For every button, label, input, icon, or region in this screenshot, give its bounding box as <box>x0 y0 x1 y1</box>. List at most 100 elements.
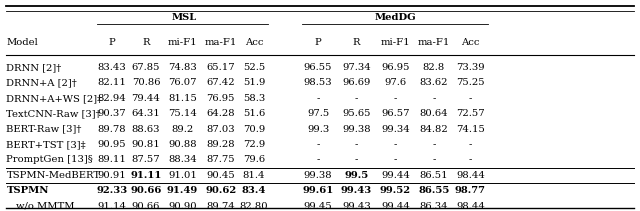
Text: BERT+TST [3]‡: BERT+TST [3]‡ <box>6 140 86 149</box>
Text: TSPMN: TSPMN <box>6 186 49 195</box>
Text: 67.42: 67.42 <box>207 78 235 87</box>
Text: 81.4: 81.4 <box>243 171 266 180</box>
Text: 98.44: 98.44 <box>456 171 485 180</box>
Text: 88.63: 88.63 <box>132 125 160 134</box>
Text: Acc: Acc <box>245 38 263 47</box>
Text: 76.95: 76.95 <box>207 94 235 103</box>
Text: -: - <box>355 156 358 164</box>
Text: TSPMN-MedBERT: TSPMN-MedBERT <box>6 171 100 180</box>
Text: -: - <box>355 94 358 103</box>
Text: 89.28: 89.28 <box>207 140 235 149</box>
Text: -: - <box>468 156 472 164</box>
Text: 97.6: 97.6 <box>385 78 406 87</box>
Text: 92.33: 92.33 <box>97 186 127 195</box>
Text: 99.43: 99.43 <box>342 202 371 211</box>
Text: 74.15: 74.15 <box>456 125 485 134</box>
Text: 86.55: 86.55 <box>418 186 450 195</box>
Text: 90.90: 90.90 <box>168 202 196 211</box>
Text: TextCNN-Raw [3]†: TextCNN-Raw [3]† <box>6 109 101 118</box>
Text: DRNN+A [2]†: DRNN+A [2]† <box>6 78 77 87</box>
Text: 91.11: 91.11 <box>130 171 162 180</box>
Text: 99.38: 99.38 <box>304 171 332 180</box>
Text: 82.11: 82.11 <box>97 78 127 87</box>
Text: 64.31: 64.31 <box>132 109 160 118</box>
Text: 82.94: 82.94 <box>98 94 126 103</box>
Text: 79.6: 79.6 <box>243 156 265 164</box>
Text: 73.39: 73.39 <box>456 63 484 72</box>
Text: 72.57: 72.57 <box>456 109 484 118</box>
Text: 97.5: 97.5 <box>307 109 329 118</box>
Text: 89.78: 89.78 <box>98 125 126 134</box>
Text: 90.66: 90.66 <box>130 186 162 195</box>
Text: 96.55: 96.55 <box>304 63 332 72</box>
Text: 90.95: 90.95 <box>98 140 126 149</box>
Text: 58.3: 58.3 <box>243 94 265 103</box>
Text: DRNN+A+WS [2]‡: DRNN+A+WS [2]‡ <box>6 94 102 103</box>
Text: 83.4: 83.4 <box>242 186 266 195</box>
Text: BERT-Raw [3]†: BERT-Raw [3]† <box>6 125 82 134</box>
Text: Acc: Acc <box>461 38 479 47</box>
Text: 90.45: 90.45 <box>207 171 235 180</box>
Text: P: P <box>315 38 321 47</box>
Text: 96.57: 96.57 <box>381 109 410 118</box>
Text: 75.25: 75.25 <box>456 78 484 87</box>
Text: 82.80: 82.80 <box>240 202 268 211</box>
Text: -: - <box>316 94 320 103</box>
Text: 98.77: 98.77 <box>455 186 486 195</box>
Text: 90.37: 90.37 <box>98 109 126 118</box>
Text: 90.91: 90.91 <box>98 171 126 180</box>
Text: 74.83: 74.83 <box>168 63 196 72</box>
Text: -: - <box>394 140 397 149</box>
Text: mi-F1: mi-F1 <box>381 38 410 47</box>
Text: 67.85: 67.85 <box>132 63 160 72</box>
Text: -: - <box>468 94 472 103</box>
Text: 80.64: 80.64 <box>420 109 448 118</box>
Text: ma-F1: ma-F1 <box>205 38 237 47</box>
Text: R: R <box>353 38 360 47</box>
Text: 75.14: 75.14 <box>168 109 197 118</box>
Text: w/o MMTM: w/o MMTM <box>16 202 74 211</box>
Text: 81.15: 81.15 <box>168 94 197 103</box>
Text: 51.6: 51.6 <box>243 109 265 118</box>
Text: -: - <box>316 140 320 149</box>
Text: 99.44: 99.44 <box>381 171 410 180</box>
Text: -: - <box>432 156 436 164</box>
Text: 99.61: 99.61 <box>303 186 333 195</box>
Text: 99.52: 99.52 <box>380 186 411 195</box>
Text: MedDG: MedDG <box>374 14 417 22</box>
Text: 70.9: 70.9 <box>243 125 265 134</box>
Text: -: - <box>468 140 472 149</box>
Text: 86.34: 86.34 <box>420 202 448 211</box>
Text: 91.49: 91.49 <box>167 186 198 195</box>
Text: 83.43: 83.43 <box>98 63 126 72</box>
Text: mi-F1: mi-F1 <box>168 38 197 47</box>
Text: ma-F1: ma-F1 <box>418 38 450 47</box>
Text: 99.43: 99.43 <box>341 186 372 195</box>
Text: Model: Model <box>6 38 38 47</box>
Text: 87.03: 87.03 <box>207 125 235 134</box>
Text: 64.28: 64.28 <box>207 109 235 118</box>
Text: -: - <box>355 140 358 149</box>
Text: DRNN [2]†: DRNN [2]† <box>6 63 61 72</box>
Text: 51.9: 51.9 <box>243 78 265 87</box>
Text: 96.95: 96.95 <box>381 63 410 72</box>
Text: 52.5: 52.5 <box>243 63 265 72</box>
Text: 99.45: 99.45 <box>304 202 332 211</box>
Text: 99.34: 99.34 <box>381 125 410 134</box>
Text: 76.07: 76.07 <box>168 78 196 87</box>
Text: MSL: MSL <box>171 14 196 22</box>
Text: -: - <box>316 156 320 164</box>
Text: 82.8: 82.8 <box>423 63 445 72</box>
Text: P: P <box>109 38 115 47</box>
Text: 79.44: 79.44 <box>131 94 161 103</box>
Text: 70.86: 70.86 <box>132 78 160 87</box>
Text: 89.11: 89.11 <box>97 156 127 164</box>
Text: -: - <box>432 94 436 103</box>
Text: 91.14: 91.14 <box>97 202 127 211</box>
Text: 83.62: 83.62 <box>420 78 448 87</box>
Text: 87.75: 87.75 <box>207 156 235 164</box>
Text: 98.53: 98.53 <box>304 78 332 87</box>
Text: 89.74: 89.74 <box>207 202 235 211</box>
Text: 90.66: 90.66 <box>132 202 160 211</box>
Text: R: R <box>142 38 150 47</box>
